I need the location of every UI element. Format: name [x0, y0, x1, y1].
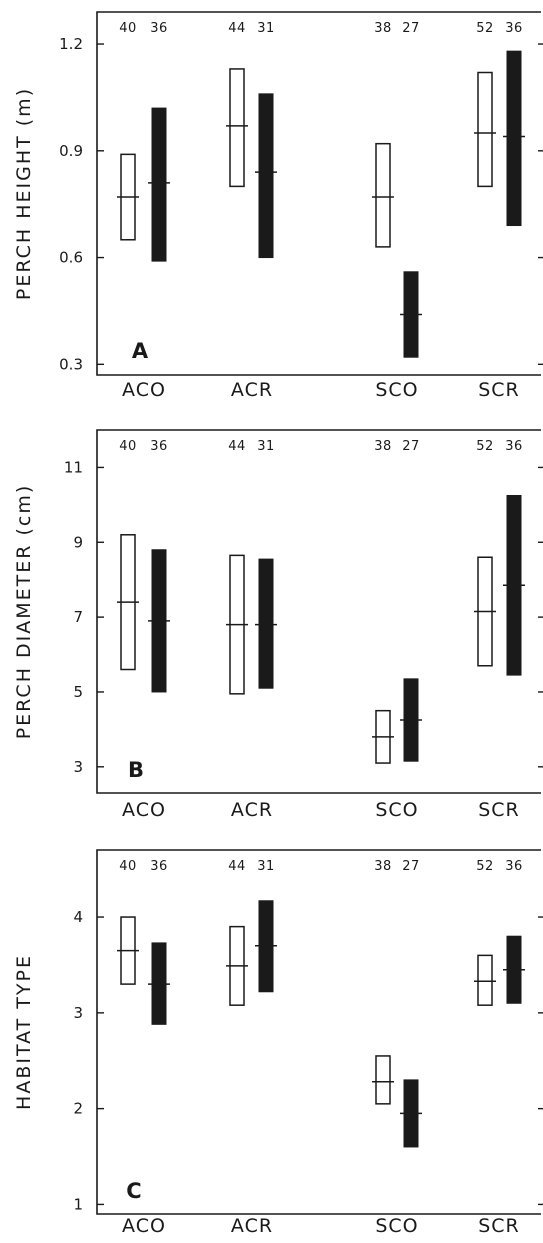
y-tick-label: 0.9 [59, 142, 83, 160]
panel-b: 3 5 7 9 11 PERCH DIAMETER (cm) B ACO ACR SCO SCR 40… [13, 429, 543, 821]
range-bar-open [477, 954, 493, 1006]
y-tick-label: 4 [73, 908, 83, 926]
x-category-label: ACO [122, 379, 166, 401]
sample-size-label: 40 [119, 859, 137, 874]
x-category-label: SCR [478, 1215, 520, 1237]
range-bar-filled [506, 50, 522, 227]
x-category-label: SCO [375, 799, 418, 821]
sample-size-label: 38 [374, 859, 392, 874]
x-category-label: SCR [478, 799, 520, 821]
x-category-label: ACR [231, 379, 273, 401]
sample-size-label: 40 [119, 21, 137, 36]
x-category-label: SCO [375, 1215, 418, 1237]
y-tick-label: 2 [73, 1100, 83, 1118]
sample-size-label: 52 [476, 859, 494, 874]
sample-size-label: 36 [505, 21, 523, 36]
y-tick-label: 1.2 [59, 35, 83, 53]
sample-size-label: 27 [402, 859, 420, 874]
sample-size-label: 38 [374, 439, 392, 454]
range-bar-filled [151, 107, 167, 262]
sample-size-label: 31 [257, 439, 275, 454]
panel-letter: B [128, 758, 144, 782]
sample-size-label: 44 [228, 21, 246, 36]
y-tick-label: 0.3 [59, 355, 83, 373]
sample-size-label: 27 [402, 439, 420, 454]
sample-size-label: 52 [476, 21, 494, 36]
x-category-label: ACO [122, 799, 166, 821]
range-bar-open [375, 1055, 391, 1105]
y-axis-label: PERCH HEIGHT (m) [13, 87, 35, 300]
x-category-label: ACR [231, 799, 273, 821]
y-tick-label: 9 [73, 533, 83, 551]
sample-size-label: 27 [402, 21, 420, 36]
sample-size-label: 31 [257, 21, 275, 36]
range-bar-open [477, 71, 493, 188]
sample-size-label: 36 [150, 439, 168, 454]
sample-size-label: 38 [374, 21, 392, 36]
x-category-label: ACO [122, 1215, 166, 1237]
sample-size-label: 36 [505, 859, 523, 874]
range-bar-open [375, 142, 391, 248]
x-category-label: SCR [478, 379, 520, 401]
sample-size-label: 31 [257, 859, 275, 874]
range-bar-open [229, 68, 245, 188]
sample-size-label: 40 [119, 439, 137, 454]
x-category-label: ACR [231, 1215, 273, 1237]
panel-letter: A [132, 339, 149, 363]
y-tick-label: 3 [73, 758, 83, 776]
y-tick-label: 1 [73, 1195, 83, 1213]
axis-frame [96, 429, 541, 794]
panel-c: 1 2 3 4 HABITAT TYPE C ACO ACR SCO SCR 40 36 44 31 38 2… [13, 849, 543, 1237]
y-tick-label: 7 [73, 608, 83, 626]
y-tick-label: 5 [73, 683, 83, 701]
y-tick-label: 11 [64, 458, 83, 476]
panel-a: 0.3 0.6 0.9 1.2 PERCH HEIGHT (m) A ACO ACR SCO SC… [13, 11, 543, 401]
range-bar-filled [258, 93, 274, 259]
x-category-label: SCO [375, 379, 418, 401]
sample-size-label: 36 [150, 21, 168, 36]
sample-size-label: 44 [228, 439, 246, 454]
sample-size-label: 36 [150, 859, 168, 874]
y-tick-label: 0.6 [59, 249, 83, 267]
axis-frame [96, 849, 541, 1215]
axis-frame [96, 11, 541, 376]
sample-size-label: 52 [476, 439, 494, 454]
range-bar-filled [258, 558, 274, 689]
sample-size-label: 44 [228, 859, 246, 874]
y-tick-label: 3 [73, 1004, 83, 1022]
sample-size-label: 36 [505, 439, 523, 454]
y-axis-label: PERCH DIAMETER (cm) [13, 484, 35, 740]
y-axis-label: HABITAT TYPE [13, 954, 35, 1110]
panel-letter: C [126, 1179, 141, 1203]
